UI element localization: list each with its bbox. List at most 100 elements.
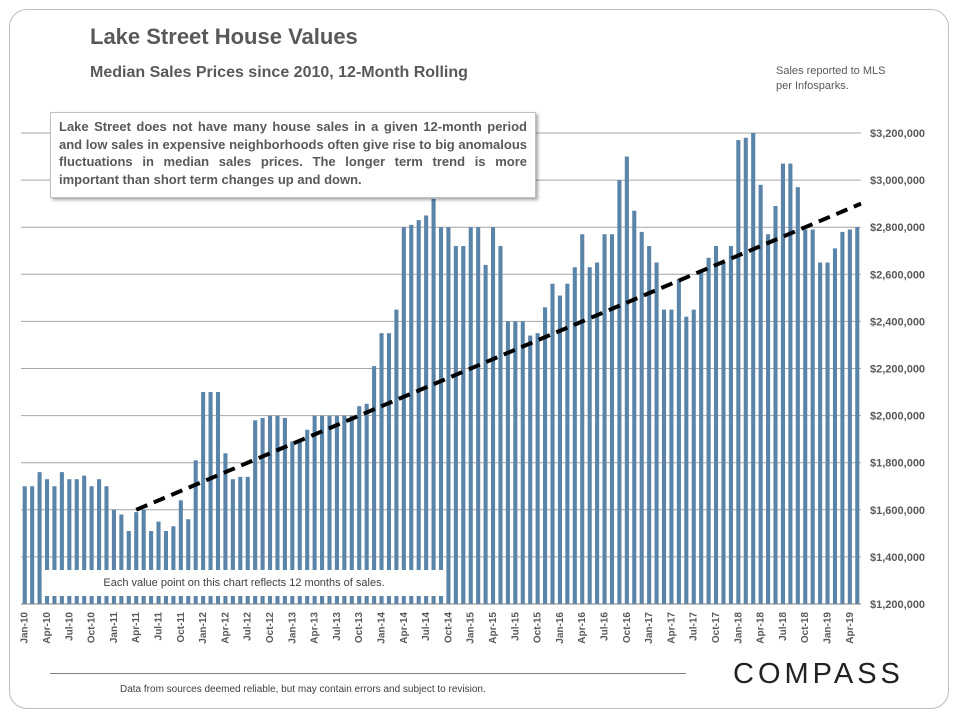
bar: [290, 441, 295, 604]
y-tick-label: $2,000,000: [870, 411, 925, 423]
x-tick-label: Oct-15: [533, 612, 544, 644]
bar: [855, 227, 860, 604]
x-tick-label: Jul-11: [154, 612, 165, 641]
bar: [788, 163, 793, 605]
bar: [728, 246, 733, 605]
x-tick-label: Jul-18: [778, 612, 789, 641]
bar: [149, 531, 154, 604]
bar: [438, 227, 444, 604]
bar: [498, 246, 503, 605]
bar: [52, 486, 57, 604]
bar: [267, 415, 273, 604]
bar: [699, 269, 704, 604]
bar: [312, 415, 317, 604]
y-tick-label: $2,800,000: [870, 222, 925, 234]
x-tick-label: Apr-19: [845, 612, 856, 644]
bar: [572, 267, 577, 604]
bar: [847, 229, 852, 604]
y-tick-label: $1,600,000: [870, 505, 925, 517]
x-tick-label: Jan-18: [733, 612, 744, 644]
bar: [349, 415, 354, 604]
bar: [104, 486, 109, 604]
y-tick-label: $1,800,000: [870, 458, 925, 470]
bar: [97, 479, 102, 604]
bar: [334, 415, 339, 604]
bar: [119, 514, 124, 604]
x-tick-label: Oct-12: [265, 612, 276, 644]
bar: [401, 227, 406, 604]
bar: [230, 479, 235, 604]
bar: [364, 403, 369, 604]
bar: [602, 234, 607, 604]
bar: [297, 439, 302, 604]
x-tick-label: Apr-17: [666, 612, 677, 644]
x-tick-label: Jan-10: [20, 612, 31, 644]
bar: [134, 512, 139, 604]
bar: [550, 283, 555, 604]
bar: [342, 415, 347, 604]
bar: [141, 509, 146, 604]
bar: [201, 392, 206, 604]
x-tick-label: Jan-13: [287, 612, 298, 644]
bar: [632, 210, 637, 604]
bar: [706, 257, 711, 604]
bar: [74, 479, 79, 604]
x-tick-label: Jul-12: [243, 612, 254, 641]
bar: [386, 333, 392, 604]
bar: [818, 262, 823, 604]
bar: [253, 420, 258, 604]
y-tick-label: $2,400,000: [870, 316, 925, 328]
bar: [82, 475, 87, 604]
bar: [424, 215, 429, 604]
each-value-note: Each value point on this chart reflects …: [42, 570, 446, 596]
bar: [840, 231, 845, 604]
bar: [617, 180, 622, 604]
source-note: Sales reported to MLS per Infosparks.: [776, 64, 926, 94]
source-line-1: Sales reported to MLS: [776, 65, 886, 77]
bar: [676, 279, 681, 604]
bar: [126, 531, 131, 604]
bar: [37, 472, 42, 604]
x-tick-label: Oct-16: [622, 612, 633, 644]
bar: [803, 229, 808, 604]
x-tick-label: Apr-12: [220, 612, 231, 644]
bar: [721, 262, 726, 604]
x-tick-label: Oct-14: [443, 612, 454, 644]
x-tick-label: Apr-13: [310, 612, 321, 644]
bar: [305, 429, 310, 604]
x-tick-label: Jan-19: [823, 612, 834, 644]
bar: [193, 460, 198, 604]
bar: [505, 321, 510, 604]
bar: [751, 133, 756, 604]
bar: [476, 227, 481, 604]
x-tick-label: Apr-10: [42, 612, 53, 644]
bar: [669, 309, 674, 605]
bar: [111, 509, 116, 604]
bar: [520, 321, 525, 604]
bar: [654, 262, 659, 604]
bar: [372, 366, 377, 604]
x-tick-label: Oct-17: [711, 612, 722, 644]
bar: [89, 486, 94, 604]
bar: [580, 234, 585, 604]
y-tick-label: $1,400,000: [870, 552, 925, 564]
bar: [215, 392, 221, 604]
bar: [178, 500, 183, 604]
y-tick-label: $1,200,000: [870, 599, 925, 611]
bar: [327, 415, 332, 604]
bar: [639, 231, 644, 604]
bar: [357, 406, 362, 604]
bar: [379, 333, 384, 604]
bar: [795, 187, 800, 605]
bar: [171, 526, 176, 604]
bar: [609, 234, 615, 604]
bar: [535, 333, 540, 604]
footer-disclaimer: Data from sources deemed reliable, but m…: [120, 684, 486, 695]
x-tick-label: Jul-15: [510, 612, 521, 641]
bar: [208, 392, 213, 604]
bar: [714, 246, 719, 605]
bar: [59, 472, 64, 604]
bar: [320, 415, 325, 604]
x-tick-label: Jul-13: [332, 612, 343, 641]
bar: [461, 246, 466, 605]
